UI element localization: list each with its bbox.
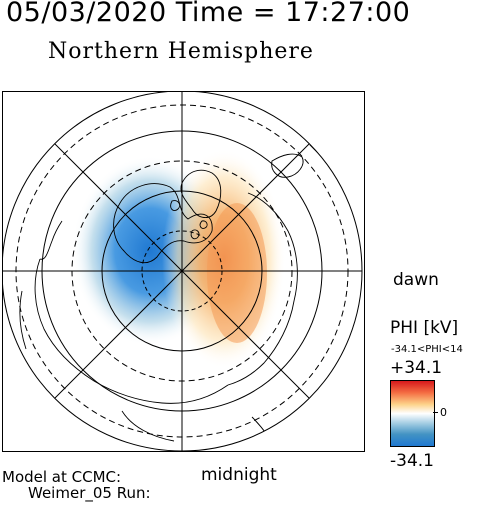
meridian-lines xyxy=(2,91,362,451)
coastline-eurasia-west xyxy=(34,258,229,404)
potential-cells xyxy=(72,149,286,369)
coastline-scandinavia xyxy=(271,153,304,178)
colorbar xyxy=(390,380,435,447)
colorbar-zero-tick xyxy=(433,412,438,413)
model-info-line1: Model at CCMC: xyxy=(2,468,122,486)
map-boundary xyxy=(2,91,363,452)
coastline-far-east xyxy=(19,220,63,350)
coastline-canadian-islands xyxy=(170,200,208,240)
colorbar-range: -34.1<PHI<14 xyxy=(391,344,463,355)
coastline-eurasia-east xyxy=(227,192,298,386)
polar-potential-map xyxy=(2,91,365,452)
positive-potential-cell-lobe xyxy=(207,203,267,343)
coastline-greenland xyxy=(180,169,222,218)
meridian-135 xyxy=(54,143,310,399)
colorbar-title: PHI [kV] xyxy=(390,318,459,338)
midnight-label: midnight xyxy=(201,465,277,485)
colorbar-max-label: +34.1 xyxy=(390,358,443,378)
colorbar-zero-label: 0 xyxy=(440,406,447,419)
date-time-title: 05/03/2020 Time = 17:27:00 xyxy=(6,0,411,28)
model-info-line2: Weimer_05 Run: xyxy=(28,484,151,502)
coastline-north-america xyxy=(113,183,213,264)
dawn-label: dawn xyxy=(393,270,439,290)
colorbar-min-label: -34.1 xyxy=(390,451,434,471)
hemisphere-title: Northern Hemisphere xyxy=(48,39,314,64)
